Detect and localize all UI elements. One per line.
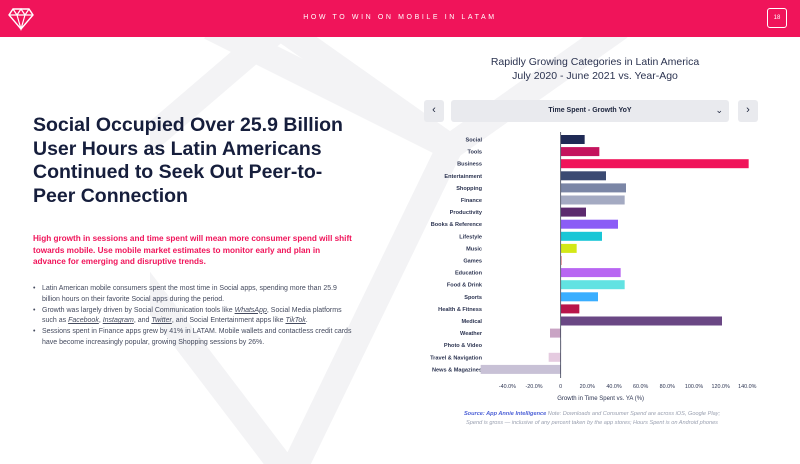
x-tick-label: -20.0% <box>525 384 542 390</box>
bullet-finance: Sessions spent in Finance apps grew by 4… <box>33 327 355 349</box>
page-number: 18 <box>767 8 787 28</box>
category-label: Food & Drink <box>447 283 483 289</box>
category-label: Music <box>466 246 482 252</box>
category-label: Productivity <box>450 210 483 216</box>
bar-shopping <box>560 183 626 193</box>
bar-games <box>560 256 562 265</box>
category-label: Health & Fitness <box>438 307 482 313</box>
category-label: Business <box>457 162 482 168</box>
category-label: Lifestyle <box>459 234 482 240</box>
x-tick-label: 20.0% <box>580 384 595 390</box>
bar-food-drink <box>560 280 625 290</box>
bullet-text: , Social Media platforms such as <box>42 306 342 325</box>
category-label: Medical <box>461 319 482 325</box>
growth-bar-chart: Social Tools Business Entertainment Shopping… <box>430 132 757 402</box>
x-tick-label: 80.0% <box>660 384 675 390</box>
bar-entertainment <box>560 171 606 181</box>
link-tiktok[interactable]: TikTok <box>285 317 306 325</box>
chevron-right-icon: › <box>746 104 750 116</box>
category-label: Shopping <box>456 186 482 192</box>
x-tick-label: -40.0% <box>499 384 516 390</box>
bullet-social: Latin American mobile consumers spent th… <box>33 284 355 306</box>
bar-music <box>560 243 577 253</box>
category-label: Photo & Video <box>444 343 483 349</box>
x-tick-label: 0 <box>559 384 562 390</box>
link-twitter[interactable]: Twitter <box>151 317 172 325</box>
bar-medical <box>560 316 722 326</box>
bullet-text: , <box>98 317 103 325</box>
source-label: Source: App Annie Intelligence <box>463 411 547 417</box>
bar-education <box>560 268 621 278</box>
chart-title-line1: Rapidly Growing Categories in Latin Amer… <box>490 56 700 68</box>
bullet-list: Latin American mobile consumers spent th… <box>33 284 355 349</box>
link-facebook[interactable]: Facebook <box>68 317 99 325</box>
bar-social <box>560 135 585 144</box>
category-label: Travel & Navigation <box>430 355 482 361</box>
bullet-text: , and Social Entertainment apps like <box>171 317 286 325</box>
category-label: Books & Reference <box>431 222 482 228</box>
report-title: HOW TO WIN ON MOBILE IN LATAM <box>303 14 497 21</box>
x-tick-label: 100.0% <box>685 384 703 390</box>
next-chart-button[interactable]: › <box>738 100 758 122</box>
diamond-logo-icon[interactable] <box>8 5 34 31</box>
bullet-text: . <box>305 317 308 325</box>
chart-title: Rapidly Growing Categories in Latin Amer… <box>440 55 750 83</box>
previous-chart-button[interactable]: ‹ <box>424 100 444 122</box>
bar-health-fitness <box>560 304 580 314</box>
bar-news-magazines <box>480 364 561 374</box>
bullet-text: Growth was largely driven by Social Comm… <box>42 306 235 314</box>
top-bar: HOW TO WIN ON MOBILE IN LATAM 18 <box>0 0 800 37</box>
chevron-down-icon: ⌄ <box>715 105 723 115</box>
category-label: Entertainment <box>444 174 482 180</box>
headline: Social Occupied Over 25.9 Billion User H… <box>33 114 343 207</box>
category-label: Social <box>466 138 483 144</box>
intro-callout: High growth in sessions and time spent w… <box>33 234 352 267</box>
bar-productivity <box>560 207 586 217</box>
chevron-left-icon: ‹ <box>432 104 436 116</box>
bar-business <box>560 159 749 169</box>
bar-finance <box>560 195 625 205</box>
bullet-text: , and <box>133 317 152 325</box>
link-whatsapp[interactable]: WhatsApp <box>234 306 267 314</box>
category-label: Weather <box>460 331 483 337</box>
bar-weather <box>550 328 561 338</box>
source-text: Note: Downloads and Consumer Spend are a… <box>466 411 721 426</box>
category-label: Sports <box>464 295 482 301</box>
metric-dropdown[interactable]: Time Spent - Growth YoY ⌄ <box>451 100 729 122</box>
bar-travel-navigation <box>548 352 561 362</box>
bar-books-reference <box>560 219 618 229</box>
bullet-social-drivers: Growth was largely driven by Social Comm… <box>33 306 355 328</box>
bar-sports <box>560 292 598 302</box>
category-label: News & Magazines <box>432 367 482 373</box>
dropdown-selected-value: Time Spent - Growth YoY <box>548 107 632 114</box>
x-tick-label: 60.0% <box>633 384 648 390</box>
category-label: Finance <box>461 198 482 204</box>
category-label: Education <box>455 271 483 277</box>
link-instagram[interactable]: Instagram <box>102 317 134 325</box>
bar-lifestyle <box>560 231 602 241</box>
category-label: Tools <box>467 150 482 156</box>
x-axis-label: Growth in Time Spent vs. YA (%) <box>557 396 644 402</box>
x-tick-label: 140.0% <box>738 384 756 390</box>
x-tick-label: 120.0% <box>712 384 730 390</box>
chart-title-line2: July 2020 - June 2021 vs. Year-Ago <box>512 70 678 82</box>
source-note: Source: App Annie Intelligence Note: Dow… <box>462 410 722 427</box>
bar-tools <box>560 147 600 157</box>
x-tick-label: 40.0% <box>606 384 621 390</box>
category-label: Games <box>463 259 482 265</box>
